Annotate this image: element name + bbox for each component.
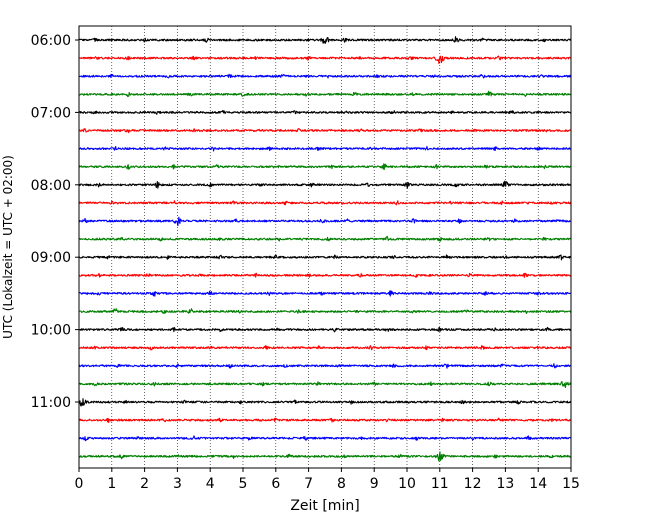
y-axis: 06:00 07:00 08:00 09:00 10:00 11:00 (31, 33, 79, 411)
x-tick-label: 8 (337, 476, 346, 492)
trace-line (78, 163, 572, 171)
x-tick-label: 1 (107, 476, 116, 492)
trace-line (78, 290, 572, 297)
trace-group (78, 36, 572, 462)
y-tick-label: 08:00 (31, 178, 71, 194)
trace-line (78, 363, 572, 369)
trace-line (78, 308, 572, 314)
trace-line (78, 36, 572, 44)
x-tick-label: 0 (75, 476, 84, 492)
trace-line (78, 145, 572, 152)
trace-line (78, 254, 572, 261)
trace-line (78, 417, 572, 424)
x-tick-label: 5 (239, 476, 248, 492)
x-tick-label: 12 (464, 476, 482, 492)
y-tick-label: 10:00 (31, 323, 71, 339)
trace-line (78, 216, 572, 227)
trace-line (78, 90, 572, 98)
trace-line (78, 180, 572, 189)
x-axis-label: Zeit [min] (290, 498, 359, 514)
x-tick-label: 4 (206, 476, 215, 492)
trace-line (78, 55, 572, 65)
trace-line (78, 451, 572, 462)
x-tick-label: 10 (398, 476, 416, 492)
trace-line (78, 398, 572, 407)
trace-line (78, 345, 572, 351)
x-tick-label: 14 (529, 476, 547, 492)
x-tick-label: 9 (370, 476, 379, 492)
trace-line (78, 200, 572, 206)
trace-line (78, 73, 572, 79)
x-tick-label: 7 (304, 476, 313, 492)
trace-line (78, 326, 572, 333)
x-tick-label: 6 (271, 476, 280, 492)
trace-line (78, 128, 572, 134)
plot-frame (78, 25, 572, 469)
y-axis-label: UTC (Lokalzeit = UTC + 02:00) (1, 155, 15, 339)
y-tick-label: 06:00 (31, 33, 71, 49)
y-tick-label: 09:00 (31, 250, 71, 266)
trace-line (78, 381, 572, 389)
x-axis: 0 1 2 3 4 5 6 7 8 9 10 11 12 13 14 15 (75, 468, 580, 492)
x-tick-label: 11 (431, 476, 449, 492)
x-tick-label: 2 (140, 476, 149, 492)
x-tick-label: 13 (496, 476, 514, 492)
trace-line (78, 272, 572, 278)
x-tick-label: 3 (173, 476, 182, 492)
trace-line (78, 435, 572, 442)
trace-line (78, 235, 572, 242)
x-tick-label: 15 (562, 476, 580, 492)
y-tick-label: 07:00 (31, 105, 71, 121)
trace-line (78, 110, 572, 115)
y-tick-label: 11:00 (31, 395, 71, 411)
